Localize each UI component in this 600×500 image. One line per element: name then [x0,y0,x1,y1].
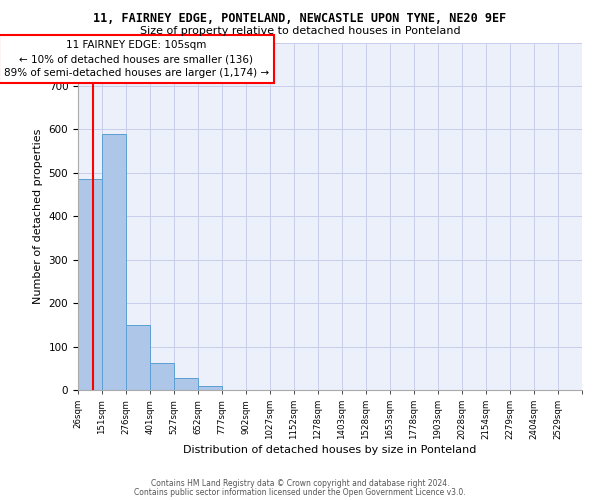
Text: Size of property relative to detached houses in Ponteland: Size of property relative to detached ho… [140,26,460,36]
Bar [102,134,126,390]
Bar [126,325,150,390]
Bar [78,180,102,390]
Text: 11 FAIRNEY EDGE: 105sqm
← 10% of detached houses are smaller (136)
89% of semi-d: 11 FAIRNEY EDGE: 105sqm ← 10% of detache… [4,40,269,78]
Y-axis label: Number of detached properties: Number of detached properties [33,128,43,304]
Text: Contains public sector information licensed under the Open Government Licence v3: Contains public sector information licen… [134,488,466,497]
X-axis label: Distribution of detached houses by size in Ponteland: Distribution of detached houses by size … [184,445,476,455]
Bar [198,386,222,390]
Bar [150,363,174,390]
Text: 11, FAIRNEY EDGE, PONTELAND, NEWCASTLE UPON TYNE, NE20 9EF: 11, FAIRNEY EDGE, PONTELAND, NEWCASTLE U… [94,12,506,25]
Text: Contains HM Land Registry data © Crown copyright and database right 2024.: Contains HM Land Registry data © Crown c… [151,479,449,488]
Bar [174,378,198,390]
